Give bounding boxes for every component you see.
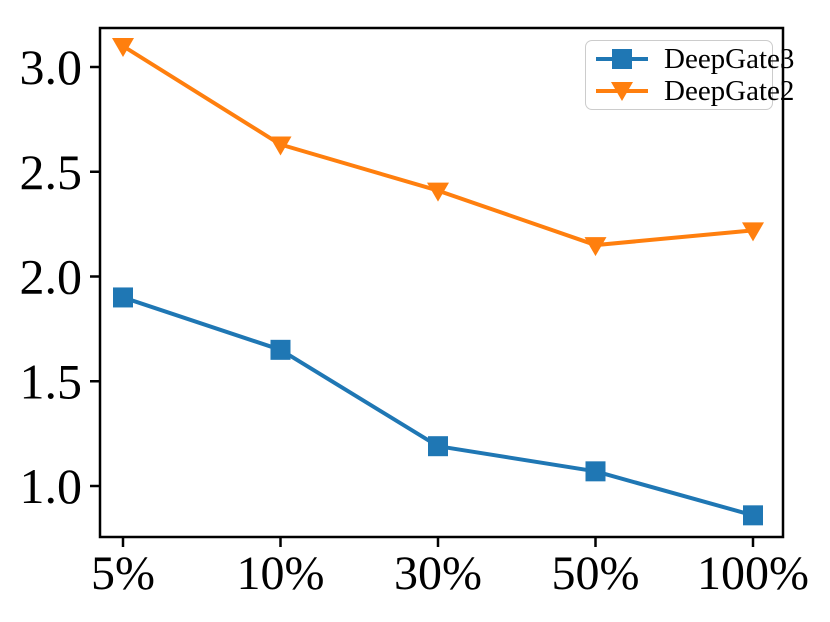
plot-frame <box>98 26 785 539</box>
data-point-triangle-down <box>584 237 607 257</box>
data-point-triangle-down <box>427 182 449 202</box>
y-tick-label: 3.0 <box>20 39 83 95</box>
data-point-square <box>585 461 606 482</box>
data-point-triangle-down <box>112 38 134 58</box>
legend-label-deepgate2: DeepGate2 <box>664 74 795 107</box>
series-line-deepgate3 <box>122 295 754 518</box>
legend: DeepGate3 DeepGate2 <box>585 40 794 110</box>
data-point-square <box>270 339 291 360</box>
x-tick-label: 50% <box>552 547 640 600</box>
data-point-square <box>743 505 763 526</box>
y-tick-label: 1.5 <box>20 353 83 409</box>
data-point-triangle-down <box>742 222 764 242</box>
x-tick-label: 5% <box>91 547 155 600</box>
legend-label-deepgate3: DeepGate3 <box>664 43 795 76</box>
legend-entry-deepgate2: DeepGate2 <box>596 76 794 106</box>
square-marker-icon <box>612 49 632 70</box>
legend-sample-line <box>596 47 648 71</box>
legend-sample-line <box>596 79 648 103</box>
y-tick-label: 2.0 <box>20 249 83 305</box>
data-point-square <box>428 436 448 457</box>
legend-entry-deepgate3: DeepGate3 <box>596 44 794 74</box>
y-tick-label: 2.5 <box>20 144 83 200</box>
triangle-down-marker-icon <box>611 81 633 101</box>
x-tick-label: 30% <box>394 547 482 600</box>
x-tick-label: 100% <box>697 547 809 600</box>
x-tick-label: 10% <box>237 547 325 600</box>
data-point-square <box>113 287 133 308</box>
data-point-triangle-down <box>269 136 292 156</box>
y-tick-label: 1.0 <box>20 458 83 514</box>
